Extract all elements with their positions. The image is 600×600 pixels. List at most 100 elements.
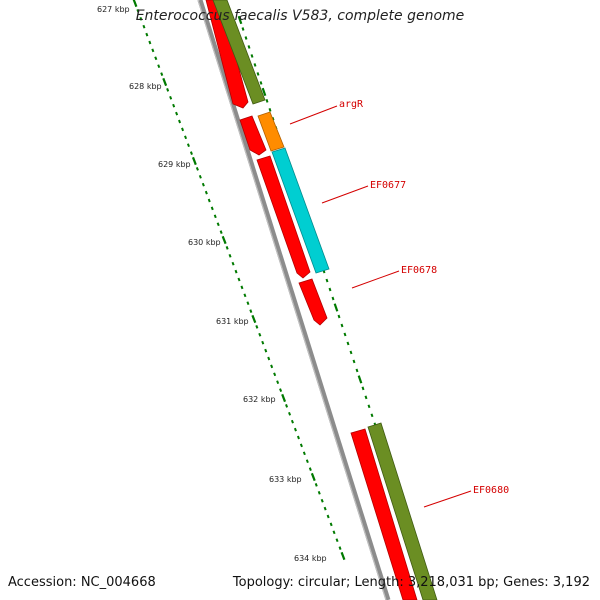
tick-label: 631 kbp bbox=[216, 317, 249, 326]
minor-tick bbox=[216, 222, 220, 227]
minor-tick bbox=[175, 111, 179, 116]
minor-tick bbox=[204, 190, 208, 195]
minor-tick bbox=[172, 103, 176, 108]
minor-tick bbox=[145, 32, 149, 37]
cds-feature bbox=[205, 0, 249, 109]
tick-label: 630 kbp bbox=[188, 238, 221, 247]
minor-tick bbox=[299, 443, 303, 448]
minor-tick bbox=[246, 301, 250, 306]
minor-tick bbox=[338, 546, 342, 550]
minor-tick bbox=[207, 198, 211, 203]
minor-tick bbox=[317, 490, 321, 495]
minor-tick bbox=[326, 514, 330, 519]
minor-tick bbox=[364, 395, 368, 400]
tick-label: 632 kbp bbox=[243, 395, 276, 404]
gene-labels: argR EF0677 EF0678 EF0680 bbox=[339, 99, 509, 496]
major-tick bbox=[333, 303, 339, 312]
minor-tick bbox=[249, 309, 253, 313]
genome-backbone bbox=[197, 0, 391, 600]
minor-tick bbox=[213, 214, 217, 219]
leader-line bbox=[423, 490, 472, 508]
minor-tick bbox=[189, 151, 193, 155]
minor-tick bbox=[349, 350, 353, 355]
minor-tick bbox=[247, 45, 251, 49]
tick-label: 634 kbp bbox=[294, 554, 327, 563]
minor-tick bbox=[181, 127, 185, 132]
minor-tick bbox=[169, 95, 173, 100]
minor-tick bbox=[332, 530, 336, 535]
minor-tick bbox=[225, 246, 229, 250]
minor-tick bbox=[148, 40, 152, 45]
minor-tick bbox=[265, 98, 269, 103]
leader-line bbox=[321, 185, 369, 204]
minor-tick bbox=[250, 54, 254, 58]
leader-line bbox=[289, 105, 338, 125]
major-tick bbox=[357, 375, 363, 384]
tick-label: 633 kbp bbox=[269, 475, 302, 484]
minor-tick bbox=[142, 24, 146, 29]
minor-tick bbox=[160, 72, 164, 76]
minor-tick bbox=[151, 48, 155, 53]
minor-tick bbox=[276, 380, 280, 385]
minor-tick bbox=[237, 277, 241, 282]
minor-tick bbox=[355, 368, 359, 373]
minor-tick bbox=[255, 325, 259, 329]
minor-tick bbox=[270, 364, 274, 369]
minor-tick bbox=[139, 16, 143, 21]
olive-feature bbox=[367, 422, 438, 600]
cds-feature bbox=[298, 278, 328, 326]
minor-tick bbox=[346, 341, 350, 346]
minor-tick bbox=[186, 143, 190, 148]
minor-tick bbox=[234, 269, 238, 274]
tick-label: 629 kbp bbox=[158, 160, 191, 169]
tick-labels: 627 kbp 628 kbp 629 kbp 630 kbp 631 kbp … bbox=[97, 5, 327, 563]
tick-label: 628 kbp bbox=[129, 82, 162, 91]
minor-tick bbox=[166, 88, 170, 92]
minor-tick bbox=[296, 435, 300, 440]
minor-tick bbox=[241, 27, 245, 31]
minor-tick bbox=[302, 451, 306, 456]
minor-tick bbox=[228, 253, 232, 258]
minor-tick bbox=[285, 404, 289, 408]
minor-tick bbox=[178, 119, 182, 124]
minor-tick bbox=[210, 206, 214, 211]
label-leaders bbox=[289, 105, 472, 508]
major-tick bbox=[191, 156, 197, 166]
minor-tick bbox=[343, 332, 347, 337]
minor-tick bbox=[256, 72, 260, 76]
minor-tick bbox=[184, 135, 188, 140]
minor-tick bbox=[264, 348, 268, 353]
cds-feature bbox=[239, 115, 267, 156]
minor-tick bbox=[154, 56, 158, 61]
minor-tick bbox=[367, 404, 371, 409]
minor-tick bbox=[136, 9, 140, 13]
minor-tick bbox=[290, 419, 294, 424]
minor-tick bbox=[320, 498, 324, 503]
major-tick bbox=[261, 87, 267, 97]
minor-tick bbox=[195, 167, 199, 171]
minor-tick bbox=[244, 36, 248, 40]
minor-tick bbox=[253, 63, 257, 67]
minor-tick bbox=[340, 323, 344, 328]
minor-tick bbox=[337, 314, 341, 319]
major-tick bbox=[237, 15, 243, 25]
minor-tick bbox=[331, 296, 335, 301]
gene-label-argR: argR bbox=[339, 99, 364, 110]
minor-tick bbox=[305, 459, 309, 464]
minor-tick bbox=[370, 413, 374, 418]
minor-tick bbox=[288, 411, 292, 416]
major-tick bbox=[310, 472, 316, 482]
minor-tick bbox=[259, 81, 263, 85]
minor-tick bbox=[335, 538, 339, 543]
minor-tick bbox=[261, 340, 265, 345]
minor-tick bbox=[219, 230, 223, 234]
minor-tick bbox=[314, 483, 318, 487]
minor-tick bbox=[273, 372, 277, 377]
minor-tick bbox=[328, 287, 332, 292]
cds-feature bbox=[256, 155, 311, 279]
cds-features bbox=[205, 0, 418, 600]
major-tick bbox=[221, 235, 227, 245]
minor-tick bbox=[279, 388, 283, 392]
major-tick bbox=[340, 551, 346, 561]
